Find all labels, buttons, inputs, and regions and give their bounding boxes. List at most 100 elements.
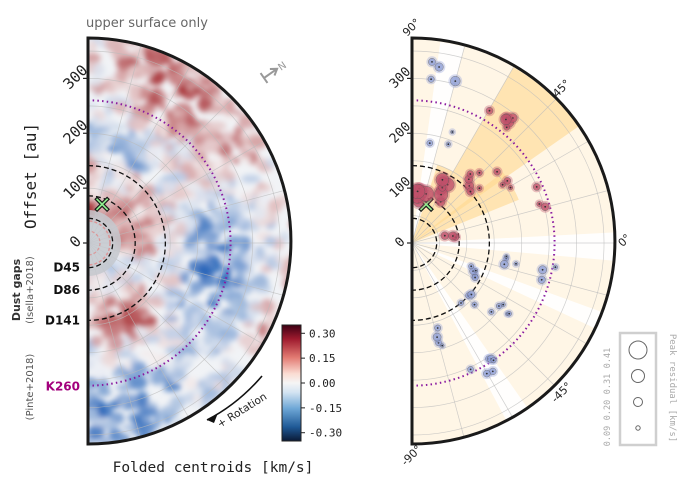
texture-cell <box>114 71 127 81</box>
texture-cell <box>208 292 226 299</box>
texture-cell <box>219 188 238 196</box>
texture-cell <box>133 109 150 118</box>
texture-cell <box>165 345 183 356</box>
residual-blob-center <box>474 269 477 272</box>
texture-cell <box>240 156 251 164</box>
texture-cell <box>189 280 205 294</box>
residual-blob-center <box>506 180 509 182</box>
texture-cell <box>163 416 172 425</box>
grid-spoke <box>88 242 264 345</box>
residual-blob-center <box>467 178 470 181</box>
dust-gap-ring <box>412 164 490 322</box>
texture-cell <box>91 114 100 128</box>
grid-spoke <box>88 190 285 244</box>
y-tick-label: 300 <box>387 64 414 91</box>
texture-cell <box>148 74 164 86</box>
texture-cell <box>116 56 133 70</box>
texture-cell <box>102 323 122 337</box>
texture-cell <box>138 407 159 417</box>
texture-cell <box>148 140 164 147</box>
texture-cell <box>165 299 176 314</box>
residual-blob-center <box>460 302 462 304</box>
texture-cell <box>143 49 153 63</box>
texture-cell <box>223 171 235 182</box>
texture-cell <box>132 72 144 79</box>
texture-cell <box>115 142 127 151</box>
colorbar-tick-label: 0.00 <box>309 377 336 390</box>
texture-cell <box>133 296 152 306</box>
residual-blob-center <box>474 276 476 279</box>
residual-blob-center <box>501 183 504 186</box>
texture-cell <box>184 181 202 193</box>
texture-cell <box>101 351 113 366</box>
residual-blob-center <box>473 303 476 306</box>
residual-blob-center <box>470 265 473 268</box>
texture-cell <box>181 248 194 255</box>
texture-cell <box>153 413 162 429</box>
texture-cell <box>263 250 277 257</box>
colorbar-gradient <box>281 324 302 442</box>
texture-cell <box>211 158 225 173</box>
dust-gap-ring <box>88 217 114 269</box>
texture-cell <box>212 92 222 104</box>
texture-cell <box>131 361 147 376</box>
size-legend-label: 0.31 <box>603 374 613 394</box>
residual-blob-center <box>441 186 444 189</box>
texture-cell <box>127 116 148 131</box>
texture-cell <box>224 215 238 227</box>
residual-blob-center <box>425 193 427 195</box>
texture-cell <box>100 189 118 198</box>
texture-cell <box>199 123 214 131</box>
texture-cell <box>260 184 272 192</box>
texture-cell <box>170 395 185 412</box>
residual-blob-center <box>470 293 473 296</box>
texture-cell <box>204 275 218 286</box>
texture-cell <box>231 260 249 273</box>
gap-label: D141 <box>45 313 80 327</box>
texture-cell <box>207 105 225 114</box>
size-legend: 0.41 0.31 0.20 0.09 Peak residual [km/s] <box>603 331 677 447</box>
residual-blob-center <box>508 312 511 315</box>
texture-cell <box>143 334 162 344</box>
texture-cell <box>165 144 174 151</box>
texture-cell <box>88 320 99 329</box>
texture-cell <box>161 56 173 65</box>
angle-tick-label: 90° <box>400 16 423 39</box>
grid-spoke <box>88 242 190 419</box>
texture-cell <box>242 254 261 264</box>
size-legend-label: 0.41 <box>603 348 613 368</box>
texture-cell <box>110 209 125 217</box>
residual-blob-center <box>485 372 488 375</box>
left-x-label: Folded centroids [km/s] <box>113 460 314 476</box>
texture-cell <box>192 394 202 402</box>
texture-cell <box>226 199 241 211</box>
empty-sector <box>412 243 529 423</box>
residual-blob-center <box>505 255 508 258</box>
texture-cell <box>264 236 277 247</box>
texture-cell <box>215 219 225 235</box>
texture-cell <box>136 324 148 339</box>
planet-label-k260: K260 <box>46 380 80 394</box>
texture-cell <box>168 338 186 347</box>
texture-cell <box>183 153 196 160</box>
highlight-wedge <box>412 67 579 243</box>
texture-cell <box>108 335 124 351</box>
texture-cell <box>88 101 99 110</box>
residual-blob-center <box>478 187 481 190</box>
residual-blob-center <box>491 370 494 373</box>
texture-cell <box>97 118 117 128</box>
marker-shape <box>94 196 110 213</box>
size-legend-circle <box>635 425 641 431</box>
texture-cell <box>206 299 220 308</box>
texture-cell <box>162 384 179 393</box>
grid-spoke <box>412 99 556 244</box>
texture-cell <box>92 63 106 78</box>
residual-blob-center <box>509 186 512 189</box>
texture-cell <box>137 283 146 296</box>
y-tick-label: 200 <box>387 119 414 146</box>
residual-map <box>412 38 615 444</box>
texture-cell <box>179 163 194 173</box>
size-legend-label: 0.09 <box>603 426 613 446</box>
